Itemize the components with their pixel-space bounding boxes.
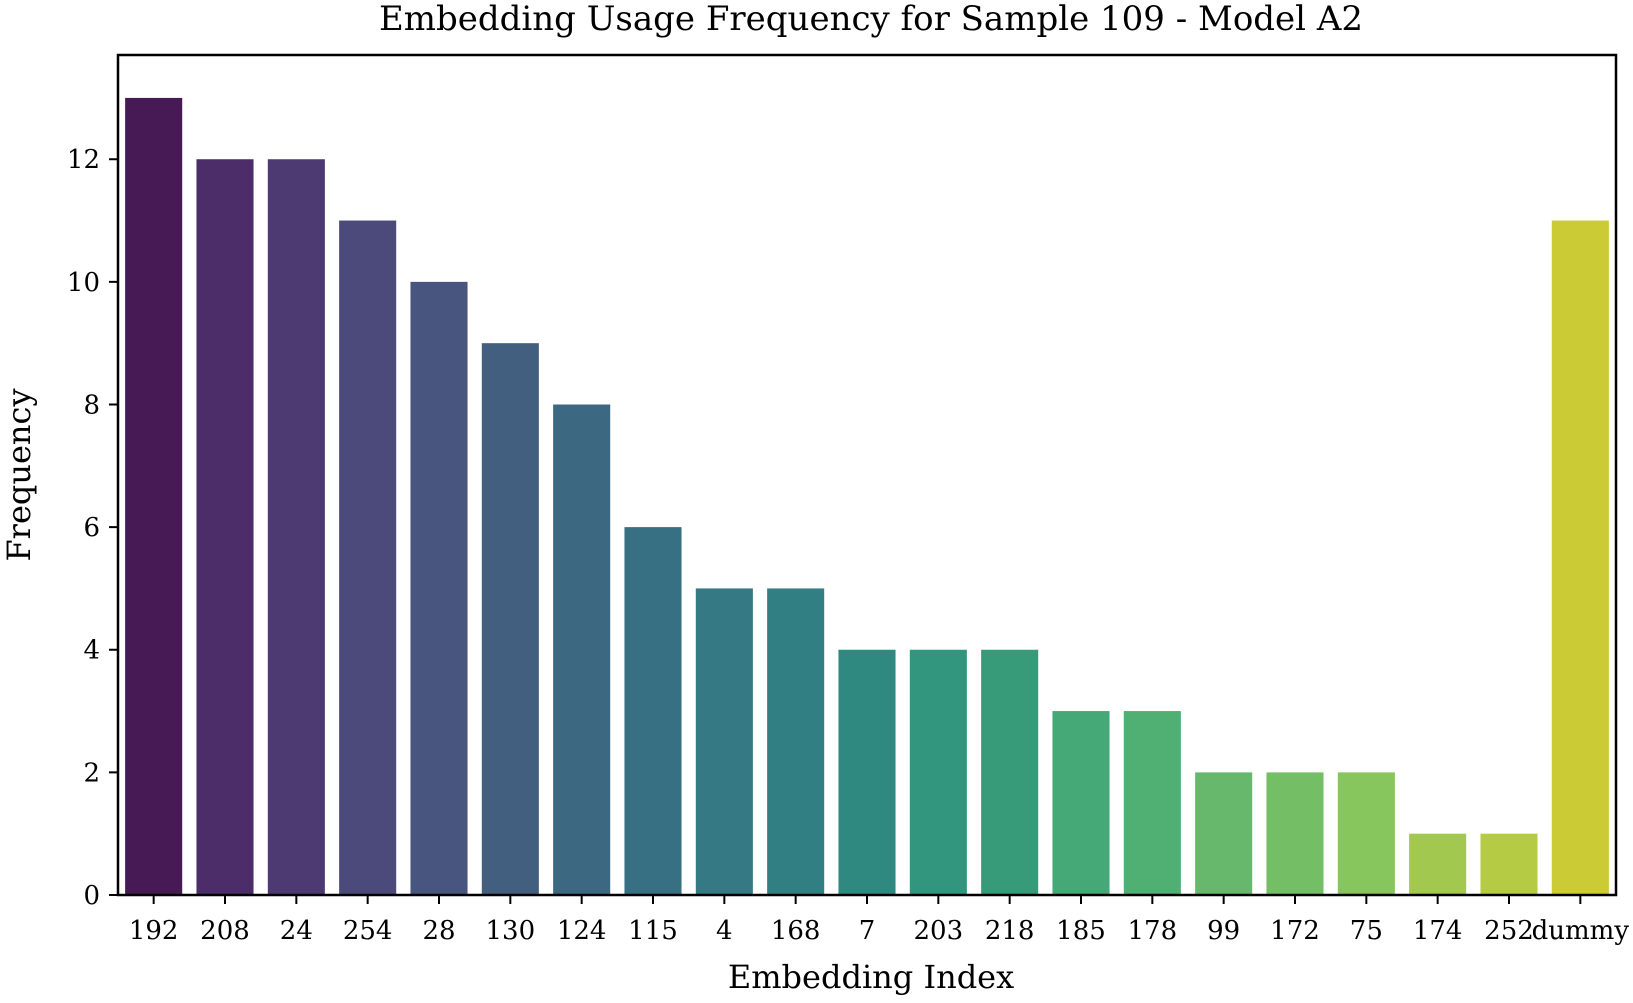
y-axis: 0 2 4 6 8 10 12 xyxy=(67,145,118,911)
bar-192 xyxy=(125,97,183,896)
y-tick-label-10: 10 xyxy=(67,268,100,298)
x-axis: 192 208 24 254 28 130 124 115 4 168 7 203 218 185 178 9… xyxy=(129,895,1629,946)
bar-168 xyxy=(767,588,825,895)
x-tick-label-168: 168 xyxy=(771,916,821,946)
bar-dummy xyxy=(1551,220,1609,896)
bar-4 xyxy=(695,588,753,895)
x-axis-label: Embedding Index xyxy=(728,958,1014,996)
x-tick-label-254: 254 xyxy=(343,916,393,946)
y-tick-label-6: 6 xyxy=(83,513,100,543)
x-tick-label-115: 115 xyxy=(628,916,678,946)
bar-28 xyxy=(410,281,468,895)
x-tick-label-192: 192 xyxy=(129,916,179,946)
x-tick-label-218: 218 xyxy=(985,916,1035,946)
x-tick-label-75: 75 xyxy=(1350,916,1383,946)
y-tick-label-0: 0 xyxy=(83,881,100,911)
bar-208 xyxy=(196,159,254,895)
y-tick-label-12: 12 xyxy=(67,145,100,175)
x-tick-label-dummy: dummy xyxy=(1532,916,1630,946)
y-tick-label-4: 4 xyxy=(83,636,100,666)
bar-124 xyxy=(553,404,611,895)
x-tick-label-4: 4 xyxy=(716,916,733,946)
x-tick-label-99: 99 xyxy=(1207,916,1240,946)
bar-174 xyxy=(1409,833,1467,895)
bar-115 xyxy=(624,527,682,895)
x-tick-label-252: 252 xyxy=(1484,916,1534,946)
bar-7 xyxy=(838,649,896,895)
x-tick-label-124: 124 xyxy=(557,916,607,946)
bar-172 xyxy=(1266,772,1324,895)
chart-title: Embedding Usage Frequency for Sample 109… xyxy=(379,0,1363,39)
bar-203 xyxy=(909,649,967,895)
bar-178 xyxy=(1123,711,1181,895)
bar-218 xyxy=(981,649,1039,895)
x-tick-label-172: 172 xyxy=(1270,916,1320,946)
x-tick-label-174: 174 xyxy=(1413,916,1463,946)
bar-130 xyxy=(481,343,539,895)
bars-group xyxy=(125,97,1609,896)
bar-185 xyxy=(1052,711,1110,895)
bar-99 xyxy=(1195,772,1253,895)
bar-75 xyxy=(1337,772,1395,895)
x-tick-label-7: 7 xyxy=(859,916,876,946)
x-tick-label-28: 28 xyxy=(422,916,455,946)
bar-252 xyxy=(1480,833,1538,895)
bar-24 xyxy=(267,159,325,895)
y-tick-label-8: 8 xyxy=(83,390,100,420)
y-axis-label: Frequency xyxy=(0,388,38,561)
x-tick-label-24: 24 xyxy=(280,916,313,946)
x-tick-label-178: 178 xyxy=(1128,916,1178,946)
x-tick-label-208: 208 xyxy=(200,916,250,946)
x-tick-label-185: 185 xyxy=(1056,916,1106,946)
bar-254 xyxy=(339,220,397,896)
y-tick-label-2: 2 xyxy=(83,758,100,788)
x-tick-label-203: 203 xyxy=(914,916,964,946)
x-tick-label-130: 130 xyxy=(486,916,536,946)
